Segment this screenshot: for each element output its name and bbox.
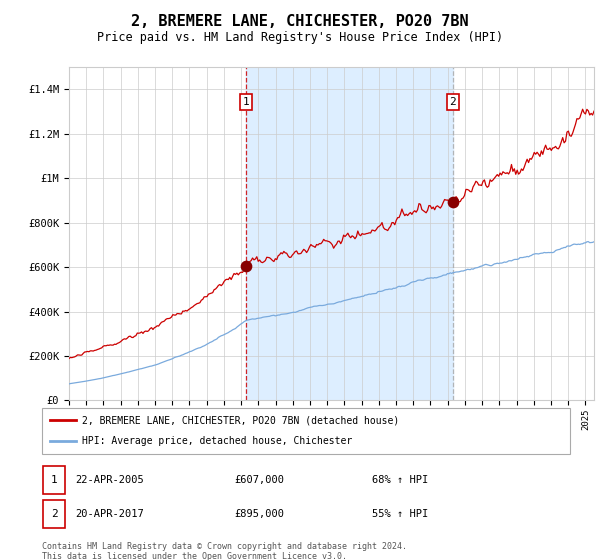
FancyBboxPatch shape (43, 500, 65, 528)
Bar (246, 67, 453, 400)
FancyBboxPatch shape (43, 466, 65, 494)
Point (448, 197, 458, 206)
Text: 22-APR-2005: 22-APR-2005 (75, 475, 144, 485)
Text: £895,000: £895,000 (234, 509, 284, 519)
Text: Contains HM Land Registry data © Crown copyright and database right 2024.
This d: Contains HM Land Registry data © Crown c… (42, 542, 407, 560)
Point (241, 261, 251, 270)
Text: 20-APR-2017: 20-APR-2017 (75, 509, 144, 519)
Text: 1: 1 (50, 475, 58, 485)
FancyBboxPatch shape (42, 408, 570, 454)
Text: 2: 2 (50, 509, 58, 519)
Text: £607,000: £607,000 (234, 475, 284, 485)
Text: 1: 1 (243, 97, 250, 107)
Text: 68% ↑ HPI: 68% ↑ HPI (372, 475, 428, 485)
Text: 2: 2 (449, 97, 456, 107)
Text: 55% ↑ HPI: 55% ↑ HPI (372, 509, 428, 519)
Text: 2, BREMERE LANE, CHICHESTER, PO20 7BN: 2, BREMERE LANE, CHICHESTER, PO20 7BN (131, 14, 469, 29)
Text: 2, BREMERE LANE, CHICHESTER, PO20 7BN (detached house): 2, BREMERE LANE, CHICHESTER, PO20 7BN (d… (82, 415, 399, 425)
Text: Price paid vs. HM Land Registry's House Price Index (HPI): Price paid vs. HM Land Registry's House … (97, 31, 503, 44)
Text: HPI: Average price, detached house, Chichester: HPI: Average price, detached house, Chic… (82, 436, 352, 446)
